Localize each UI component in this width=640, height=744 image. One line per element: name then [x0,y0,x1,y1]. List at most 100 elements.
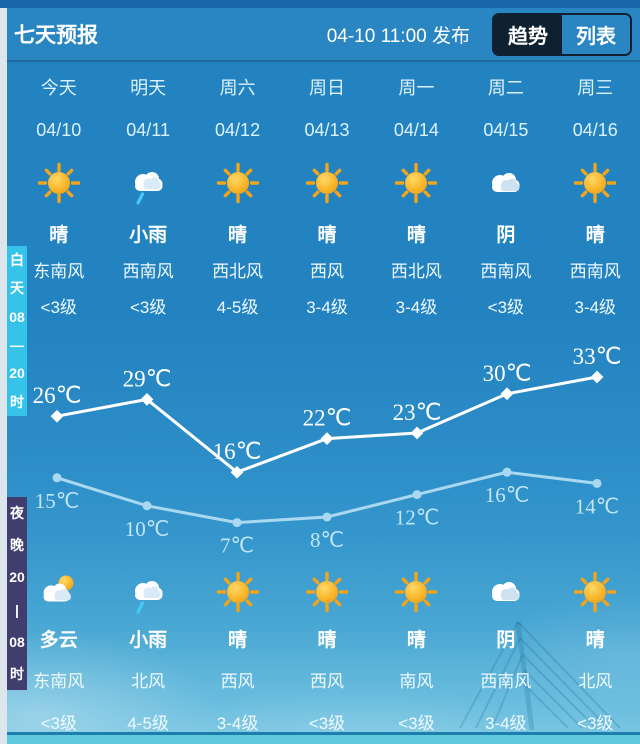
side-label-segment: 20 [9,569,25,586]
sunny-icon [393,150,439,216]
night-side-label: 夜晚 20 | 08 时 [7,497,27,690]
day-temp-point [230,465,244,479]
night-weather-text: 小雨 [129,629,168,651]
day-wind-level: 3-4级 [574,297,617,317]
day-weather-text: 阴 [496,224,516,246]
night-temp-point [232,518,242,528]
day-name: 周六 [219,78,256,98]
day-temp-point [500,387,514,401]
night-wind-direction: 北风 [131,671,166,691]
day-date: 04/15 [483,119,529,140]
partly-cloudy-icon [36,562,82,622]
sunny-icon [572,562,618,622]
day-temp-value-label: 33℃ [573,344,622,369]
sunny-icon [304,150,350,216]
day-wind-level: 3-4级 [395,297,438,317]
bottom-strip [0,732,640,744]
sunny-icon [572,150,618,216]
night-weather-text: 晴 [317,629,337,651]
day-name: 周一 [398,78,435,98]
night-wind-level: <3级 [40,713,77,733]
night-temp-point [322,512,332,522]
day-temp-point [590,370,604,384]
day-wind-level: <3级 [40,297,77,317]
night-weather-text: 晴 [585,629,605,651]
night-forecast-grid: 多云 东南风 <3级 小雨 北风 4-5级 晴西风 3-4级 晴西风 <3级 晴南风 <3级 阴西南风 3… [0,562,640,738]
forecast-column: 周一 04/14 晴西北风 3-4级 [372,64,461,322]
day-wind-direction: 西南风 [122,261,174,281]
sunny-icon [36,150,82,216]
night-temp-value-label: 10℃ [125,517,170,541]
night-temp-value-label: 12℃ [395,506,440,530]
forecast-column: 晴北风 <3级 [551,562,640,738]
side-label-segment: 08 [9,308,25,325]
page-title: 七天预报 [14,24,98,47]
day-temp-value-label: 23℃ [393,400,442,425]
day-temp-point [320,432,334,445]
bridge-silhouette [452,620,622,735]
night-temp-point [52,473,62,483]
night-temp-point [142,501,152,511]
day-temp-point [410,426,424,440]
day-date: 04/11 [126,119,170,140]
day-wind-level: 4-5级 [216,297,259,317]
day-name: 明天 [130,78,167,98]
night-temp-value-label: 8℃ [310,528,344,552]
sunny-icon [215,150,261,216]
tab-list[interactable]: 列表 [562,14,630,54]
day-wind-direction: 西北风 [390,261,442,281]
night-wind-direction: 西风 [220,671,255,691]
forecast-column: 晴南风 <3级 [372,562,461,738]
forecast-column: 周六 04/12 晴西北风 4-5级 [193,64,282,322]
forecast-body: 今天 04/10 晴东南风 <3级 明天 04/11 小雨 西南风 <3级 周六 04/12 晴西北风… [0,64,640,738]
night-temp-value-label: 7℃ [220,534,254,558]
tab-trend[interactable]: 趋势 [494,14,562,54]
day-date: 04/14 [393,119,439,140]
night-wind-direction: 北风 [578,671,613,691]
left-edge-strip [0,8,7,744]
day-temp-point [50,409,64,423]
day-weather-text: 晴 [228,224,248,246]
day-wind-direction: 东南风 [33,261,85,281]
day-name: 周二 [487,78,524,98]
side-label-segment: 08 [9,633,25,650]
day-temp-value-label: 22℃ [303,406,352,431]
day-date: 04/16 [572,119,618,140]
side-label-segment: | [15,601,19,618]
night-weather-text: 晴 [406,629,426,651]
night-temp-value-label: 15℃ [35,489,80,513]
night-temp-value-label: 14℃ [575,494,620,518]
night-temp-value-label: 16℃ [485,483,530,507]
header: 七天预报 04-10 11:00 发布 趋势 列表 [0,8,640,62]
day-name: 今天 [40,78,77,98]
day-wind-direction: 西风 [309,261,344,281]
side-label-segment: 晚 [10,537,24,554]
night-temp-point [592,478,602,488]
sunny-icon [304,562,350,622]
forecast-column: 阴西南风 3-4级 [461,562,550,738]
night-wind-direction: 西南风 [480,671,532,691]
day-weather-text: 晴 [585,224,605,246]
night-weather-text: 阴 [496,629,516,651]
light-rain-icon [125,150,171,216]
forecast-column: 小雨 北风 4-5级 [103,562,192,738]
sunny-icon [215,562,261,622]
night-temp-point [412,490,422,500]
day-name: 周三 [577,78,614,98]
overcast-icon [483,562,529,622]
day-wind-direction: 西南风 [569,261,621,281]
day-temp-value-label: 30℃ [483,361,532,386]
side-label-segment: 夜 [10,505,24,522]
side-label-segment: 时 [10,665,24,682]
forecast-column: 周二 04/15 阴西南风 <3级 [461,64,550,322]
day-weather-text: 晴 [406,224,426,246]
forecast-column: 明天 04/11 小雨 西南风 <3级 [103,64,192,322]
day-weather-text: 晴 [317,224,337,246]
day-weather-text: 小雨 [129,224,168,246]
day-date: 04/12 [215,119,261,140]
night-wind-level: 3-4级 [485,713,527,733]
side-label-segment: — [10,337,24,354]
temperature-trend-chart: 26℃ 29℃ 16℃ 22℃ 23℃ 30℃ 33℃ 15℃ 10℃ 7℃ 8℃ 12℃ 16℃ 14℃ [0,322,640,562]
day-temp-value-label: 29℃ [123,366,172,391]
